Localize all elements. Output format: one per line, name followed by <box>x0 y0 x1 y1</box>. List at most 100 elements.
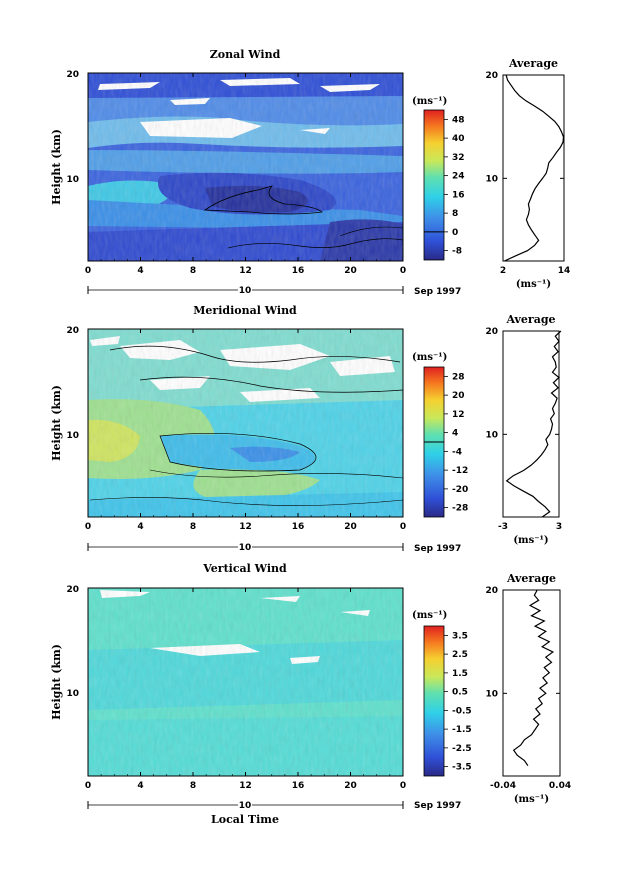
profile-x-tick-label: 3 <box>556 522 562 532</box>
colorbar-tick-label: -0.5 <box>452 706 472 716</box>
profile-series-line <box>504 74 565 262</box>
profile-chart: Average 20 10 -3 3 (ms⁻¹) <box>485 313 562 546</box>
profile-x-axis-label: (ms⁻¹) <box>516 279 551 290</box>
x-tick-label: 0 <box>400 781 406 791</box>
profile-y-tick-label: 20 <box>485 327 498 337</box>
colorbar-tick-label: 20 <box>452 391 465 401</box>
x-tick-label: 16 <box>292 781 305 791</box>
x-tick-label: 0 <box>85 266 91 276</box>
x-tick-label: 16 <box>292 266 305 276</box>
colorbar-tick-label: 28 <box>452 372 465 382</box>
colorbar-tick-label: -8 <box>452 247 462 257</box>
x-tick-label: 20 <box>344 781 357 791</box>
date-label: 10 <box>239 801 252 811</box>
profile-title: Average <box>508 57 558 70</box>
profile-title: Average <box>506 572 556 585</box>
y-tick-labels: 20 10 <box>66 70 79 185</box>
y-tick-label: 10 <box>66 431 79 441</box>
panel-title: Meridional Wind <box>193 304 297 317</box>
date-bar: 10 <box>87 284 404 296</box>
colorbar: (ms⁻¹) 28 20 12 4 -4 -12 -20 -28 <box>412 352 468 518</box>
colorbar-unit: (ms⁻¹) <box>412 352 447 363</box>
month-label: Sep 1997 <box>414 287 461 297</box>
date-bar: 10 <box>87 799 404 811</box>
heatmap-field <box>88 588 403 776</box>
y-tick-labels: 20 10 <box>66 326 79 441</box>
colorbar-tick-label: 0 <box>452 228 458 238</box>
colorbar-tick-label: 12 <box>452 410 465 420</box>
profile-y-tick-label: 10 <box>485 430 498 440</box>
colorbar-tick-label: 4 <box>452 429 458 439</box>
colorbar-tick-label: -2.5 <box>452 744 472 754</box>
x-tick-label: 4 <box>137 522 143 532</box>
colorbar-tick-label: -3.5 <box>452 763 472 773</box>
y-axis-label: Height (km) <box>50 644 63 720</box>
profile-frame <box>502 74 565 262</box>
colorbar-tick-label: -20 <box>452 485 468 495</box>
colorbar-tick-label: 40 <box>452 134 465 144</box>
colorbar-tick-label: 0.5 <box>452 688 468 698</box>
colorbar-tick-label: 16 <box>452 190 465 200</box>
panel-title: Zonal Wind <box>210 48 281 61</box>
x-tick-label: 8 <box>190 266 196 276</box>
heatmap-field <box>88 329 404 517</box>
y-axis-label: Height (km) <box>50 129 63 205</box>
x-tick-label: 4 <box>137 266 143 276</box>
colorbar-tick-label: -28 <box>452 504 468 514</box>
colorbar-tick-label: -4 <box>452 447 462 457</box>
profile-x-tick-label: 2 <box>500 266 506 276</box>
x-tick-label: 0 <box>85 522 91 532</box>
x-axis-label: Local Time <box>211 813 279 826</box>
profile-frame <box>502 589 561 777</box>
colorbar-tick-label: 8 <box>452 209 458 219</box>
profile-chart: Average 20 10 -0.04 0.04(ms⁻¹) <box>485 572 571 805</box>
colorbar-tick-labels: 28 20 12 4 -4 -12 -20 -28 <box>424 372 468 514</box>
profile-x-tick-label: 0.04 <box>549 781 571 791</box>
profile-y-tick-label: 20 <box>485 71 498 81</box>
colorbar-tick-label: 48 <box>452 115 465 125</box>
x-tick-label: 12 <box>239 781 252 791</box>
colorbar-tick-label: 1.5 <box>452 669 468 679</box>
x-tick-label: 20 <box>344 266 357 276</box>
y-tick-label: 20 <box>66 585 79 595</box>
x-tick-label: 20 <box>344 522 357 532</box>
x-tick-label: 8 <box>190 522 196 532</box>
profile-y-tick-label: 10 <box>485 689 498 699</box>
x-tick-label: 0 <box>400 522 406 532</box>
panel-title: Vertical Wind <box>202 562 287 575</box>
colorbar-scale <box>423 625 445 777</box>
colorbar-tick-label: -12 <box>452 466 468 476</box>
colorbar-unit: (ms⁻¹) <box>412 610 447 621</box>
colorbar-unit: (ms⁻¹) <box>412 96 447 107</box>
date-bar: 10 <box>87 541 404 553</box>
panel-zonal: Zonal Wind Height (km) 20 10 0 4 8 12 16 20 0 <box>50 48 570 297</box>
profile-series-line <box>505 330 562 518</box>
profile-x-axis-label: (ms⁻¹) <box>513 535 548 546</box>
colorbar-scale <box>423 109 445 261</box>
profile-y-tick-label: 10 <box>485 174 498 184</box>
profile-x-tick-label: 14 <box>558 266 571 276</box>
colorbar-tick-label: 2.5 <box>452 650 468 660</box>
date-label: 10 <box>239 543 252 553</box>
colorbar-tick-label: 3.5 <box>452 631 468 641</box>
panel-meridional: Meridional Wind Height (km) 20 10 0 4 8 12 1… <box>50 304 562 554</box>
y-tick-label: 20 <box>66 326 79 336</box>
profile-y-tick-label: 20 <box>485 586 498 596</box>
colorbar-tick-label: 24 <box>452 172 465 182</box>
x-tick-label: 16 <box>292 522 305 532</box>
x-tick-labels: 0 4 8 12 16 20 0 <box>85 73 406 276</box>
colorbar-tick-label: 32 <box>452 153 465 163</box>
month-label: Sep 1997 <box>414 801 461 811</box>
y-tick-label: 20 <box>66 70 79 80</box>
profile-x-axis-label: (ms⁻¹) <box>514 794 549 805</box>
colorbar-tick-labels: 3.5 2.5 1.5 0.5 -0.5 -1.5 -2.5 -3.5 <box>444 631 472 773</box>
profile-x-tick-label: -3 <box>498 522 508 532</box>
colorbar: (ms⁻¹) 48 40 32 24 16 8 0 -8 <box>412 96 465 261</box>
x-tick-label: 0 <box>85 781 91 791</box>
x-tick-label: 12 <box>239 522 252 532</box>
y-tick-label: 10 <box>66 689 79 699</box>
date-label: 10 <box>239 286 252 296</box>
colorbar-tick-labels: 48 40 32 24 16 8 0 -8 <box>424 115 465 257</box>
profile-x-tick-label: -0.04 <box>490 781 516 791</box>
